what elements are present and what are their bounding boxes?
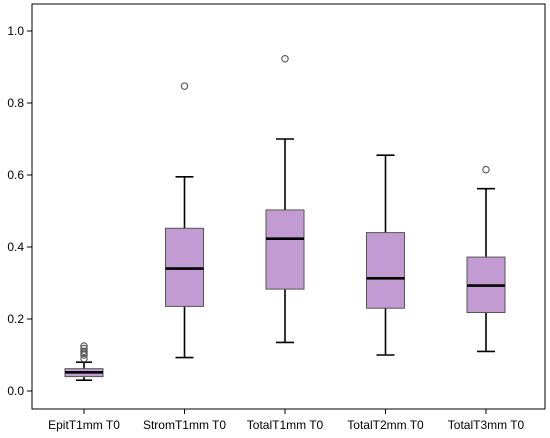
y-tick-label: 0.6 [7,168,24,182]
y-axis: 0.0 0.2 0.4 0.6 0.8 1.0 [7,24,32,398]
box-2 [165,82,204,359]
outlier-point [80,342,88,350]
plot-frame [31,3,546,410]
outlier-point [281,54,289,63]
outlier-point [482,165,490,174]
y-tick-label: 1.0 [7,24,24,38]
y-tick-label: 0.4 [7,240,24,254]
x-tick-label: TotalT2mm T0 [347,418,424,432]
x-tick-label: EpitT1mm T0 [48,418,120,432]
x-tick-label: TotalT3mm T0 [448,418,525,432]
outlier-point [80,354,88,363]
boxes-group [64,54,506,382]
x-axis: EpitT1mm T0 StromT1mm T0 TotalT1mm T0 Total… [48,409,525,432]
box-3 [265,54,305,344]
y-tick-label: 0.8 [7,96,24,110]
x-tick-label: StromT1mm T0 [143,418,226,432]
box-1 [64,342,104,382]
outlier-point [180,82,189,90]
iqr-box [265,209,305,290]
y-tick-label: 0.2 [7,312,24,326]
x-tick-label: TotalT1mm T0 [247,418,324,432]
outlier-point [80,344,88,353]
box-5 [466,165,506,353]
outlier-point [80,347,88,356]
iqr-box [366,232,405,309]
y-tick-label: 0.0 [7,384,24,398]
box-4 [366,154,405,356]
